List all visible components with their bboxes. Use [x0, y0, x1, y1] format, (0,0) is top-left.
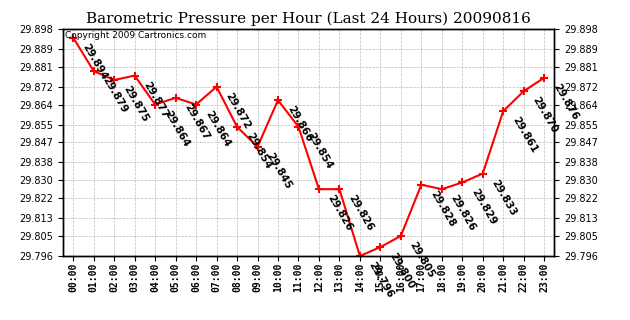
Text: 29.796: 29.796 — [367, 260, 396, 300]
Text: Copyright 2009 Cartronics.com: Copyright 2009 Cartronics.com — [66, 31, 207, 40]
Text: 29.805: 29.805 — [408, 240, 437, 280]
Text: 29.829: 29.829 — [469, 187, 498, 226]
Text: 29.854: 29.854 — [306, 131, 334, 171]
Text: 29.864: 29.864 — [162, 109, 191, 148]
Text: 29.828: 29.828 — [428, 189, 457, 228]
Text: 29.870: 29.870 — [530, 95, 559, 135]
Text: 29.826: 29.826 — [346, 193, 375, 233]
Text: 29.864: 29.864 — [203, 109, 232, 148]
Text: 29.875: 29.875 — [121, 84, 150, 124]
Text: 29.833: 29.833 — [490, 178, 518, 218]
Text: 29.877: 29.877 — [142, 80, 171, 120]
Text: 29.826: 29.826 — [326, 193, 355, 233]
Text: 29.866: 29.866 — [285, 104, 314, 144]
Text: 29.845: 29.845 — [265, 151, 293, 191]
Text: 29.876: 29.876 — [551, 82, 580, 122]
Text: 29.826: 29.826 — [449, 193, 478, 233]
Text: 29.894: 29.894 — [80, 42, 109, 82]
Text: 29.872: 29.872 — [224, 91, 252, 131]
Title: Barometric Pressure per Hour (Last 24 Hours) 20090816: Barometric Pressure per Hour (Last 24 Ho… — [86, 12, 531, 26]
Text: 29.800: 29.800 — [387, 251, 416, 291]
Text: 29.867: 29.867 — [183, 102, 211, 142]
Text: 29.861: 29.861 — [510, 116, 539, 155]
Text: 29.879: 29.879 — [101, 75, 129, 115]
Text: 29.854: 29.854 — [244, 131, 273, 171]
